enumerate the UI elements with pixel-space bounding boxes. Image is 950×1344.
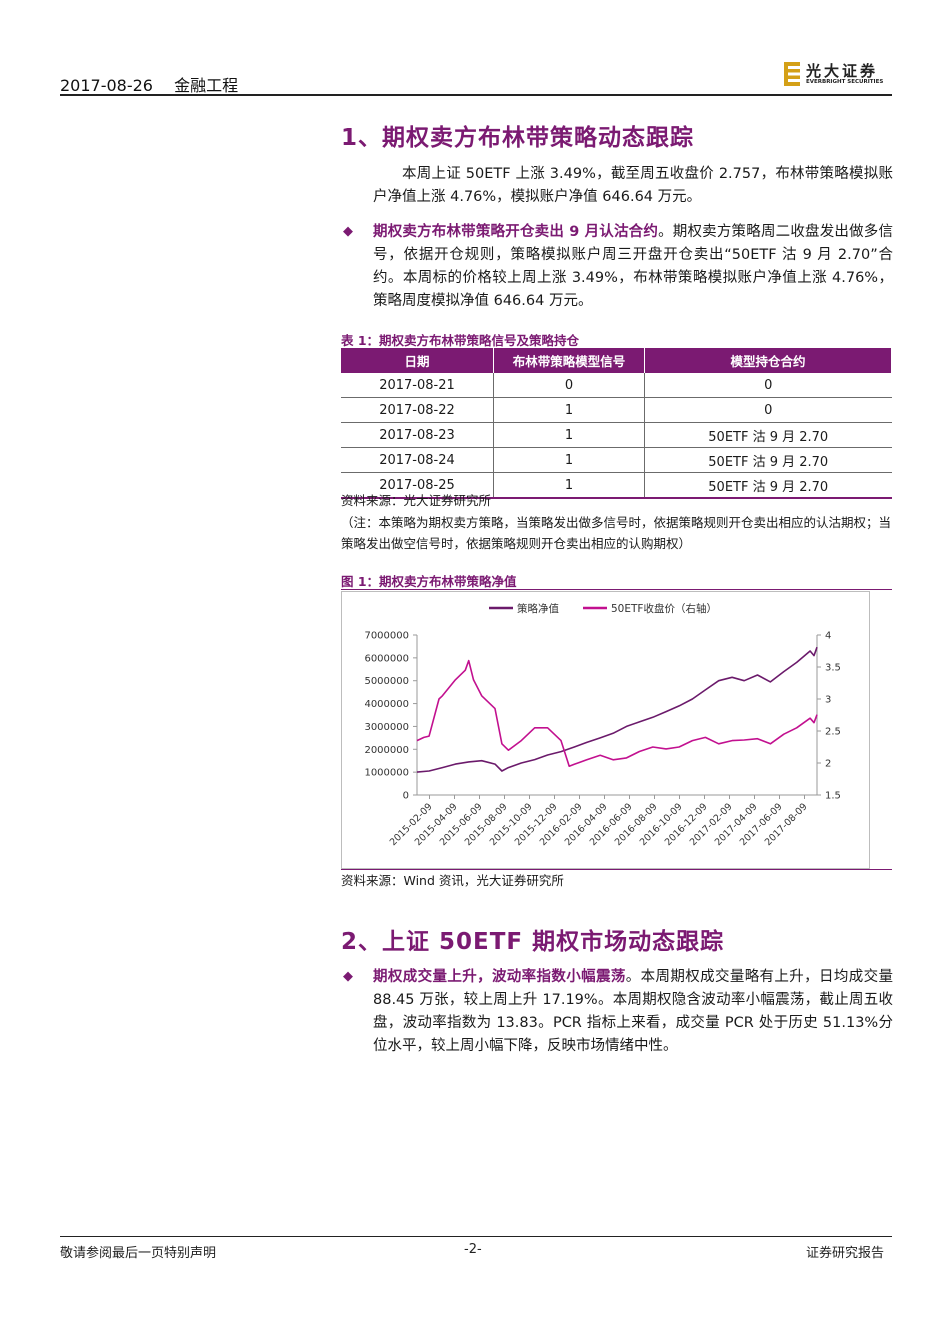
section1-bullet: 期权卖方布林带策略开仓卖出 9 月认沽合约。期权卖方策略周二收盘发出做多信号，依… xyxy=(373,221,893,313)
footer-disclaimer: 敬请参阅最后一页特别声明 xyxy=(60,1246,217,1261)
table-cell-position: 50ETF 沽 9 月 2.70 xyxy=(644,447,892,473)
company-logo: 光大证券 EVERBRIGHT SECURITIES xyxy=(784,60,894,90)
y-left-tick-label: 4000000 xyxy=(364,699,409,710)
section1-bullet-lead: 期权卖方布林带策略开仓卖出 9 月认沽合约 xyxy=(373,224,659,240)
table-cell-signal: 1 xyxy=(493,447,645,473)
table-cell-position: 0 xyxy=(644,397,892,423)
logo-text-en: EVERBRIGHT SECURITIES xyxy=(806,79,884,85)
section1-title: 1、期权卖方布林带策略动态跟踪 xyxy=(341,125,695,151)
table-header-date: 日期 xyxy=(341,348,494,373)
nav-chart: 0 1000000 2000000 3000000 4000000 5000000 6000… xyxy=(364,602,841,848)
table-row: 2017-08-23 1 50ETF 沽 9 月 2.70 xyxy=(341,422,892,448)
legend-label: 50ETF收盘价（右轴） xyxy=(611,602,717,615)
y-left-tick-label: 7000000 xyxy=(364,631,409,642)
y-left-tick-label: 3000000 xyxy=(364,722,409,733)
figure-rule-top xyxy=(341,589,892,590)
report-category: 金融工程 xyxy=(174,76,239,95)
chart-frame xyxy=(341,591,870,869)
y-left-tick-label: 6000000 xyxy=(364,653,409,664)
table-cell-date: 2017-08-22 xyxy=(341,397,494,423)
logo-mark-icon xyxy=(784,62,800,86)
section1-bullet-text: 。期权卖方策略周二收盘发出做多信号，依据开仓规则，策略模拟账户周三开盘开仓卖出“… xyxy=(373,224,893,309)
y-left-tick-label: 0 xyxy=(403,791,409,802)
section2-bullet-lead: 期权成交量上升，波动率指数小幅震荡 xyxy=(373,969,626,985)
legend-label: 策略净值 xyxy=(517,602,559,615)
table-cell-signal: 1 xyxy=(493,422,645,448)
table-cell-date: 2017-08-25 xyxy=(341,472,494,499)
y-right-tick-label: 3 xyxy=(825,695,831,706)
report-header: 2017-08-26 金融工程 xyxy=(60,72,254,96)
series-line-strategy-nav xyxy=(416,646,818,773)
section2-title: 2、上证 50ETF 期权市场动态跟踪 xyxy=(341,929,725,955)
table-row: 2017-08-24 1 50ETF 沽 9 月 2.70 xyxy=(341,447,892,473)
footer-rule xyxy=(60,1236,892,1237)
series-line-etf-close xyxy=(416,659,818,767)
y-left-tick-label: 5000000 xyxy=(364,676,409,687)
footer-report-type: 证券研究报告 xyxy=(806,1246,885,1261)
signal-table: 日期 布林带策略模型信号 模型持仓合约 2017-08-21 0 0 2017-… xyxy=(341,348,892,499)
section2-bullet-text: 。本周期权成交量略有上升，日均成交量 88.45 万张，较上周上升 17.19%… xyxy=(373,969,893,1054)
bullet-diamond-icon: ◆ xyxy=(343,969,353,984)
logo-text-cn: 光大证券 xyxy=(806,62,879,80)
figure1-caption: 图 1：期权卖方布林带策略净值 xyxy=(341,574,517,589)
table-header-signal: 布林带策略模型信号 xyxy=(493,348,645,373)
table-cell-position: 0 xyxy=(644,373,892,398)
table1-source: 资料来源：光大证券研究所 xyxy=(341,493,492,508)
page-number: -2- xyxy=(464,1242,482,1257)
table-row: 2017-08-25 1 50ETF 沽 9 月 2.70 xyxy=(341,472,892,499)
table-cell-position: 50ETF 沽 9 月 2.70 xyxy=(644,422,892,448)
table1-note: （注：本策略为期权卖方策略，当策略发出做多信号时，依据策略规则开仓卖出相应的认沽… xyxy=(341,515,892,551)
table-cell-date: 2017-08-23 xyxy=(341,422,494,448)
y-left-tick-label: 1000000 xyxy=(364,768,409,779)
table-header-position: 模型持仓合约 xyxy=(644,348,892,373)
header-rule xyxy=(60,94,892,96)
table-cell-date: 2017-08-21 xyxy=(341,373,494,398)
y-right-tick-label: 1.5 xyxy=(825,791,841,802)
table-cell-signal: 1 xyxy=(493,472,645,499)
bullet-diamond-icon: ◆ xyxy=(343,224,353,239)
table-header-row: 日期 布林带策略模型信号 模型持仓合约 xyxy=(341,348,892,373)
y-right-tick-label: 4 xyxy=(825,631,831,642)
table-cell-date: 2017-08-24 xyxy=(341,447,494,473)
table-cell-position: 50ETF 沽 9 月 2.70 xyxy=(644,472,892,499)
y-right-tick-label: 2 xyxy=(825,759,831,770)
y-right-tick-label: 3.5 xyxy=(825,663,841,674)
table1-caption: 表 1：期权卖方布林带策略信号及策略持仓 xyxy=(341,333,580,348)
table-row: 2017-08-21 0 0 xyxy=(341,373,892,398)
table-row: 2017-08-22 1 0 xyxy=(341,397,892,423)
table-cell-signal: 0 xyxy=(493,373,645,398)
section2-bullet: 期权成交量上升，波动率指数小幅震荡。本周期权成交量略有上升，日均成交量 88.4… xyxy=(373,966,893,1058)
table-cell-signal: 1 xyxy=(493,397,645,423)
figure-rule-bottom xyxy=(341,869,892,870)
figure1-source: 资料来源：Wind 资讯，光大证券研究所 xyxy=(341,873,564,888)
y-right-tick-label: 2.5 xyxy=(825,727,841,738)
report-date: 2017-08-26 xyxy=(60,76,153,95)
y-left-tick-label: 2000000 xyxy=(364,745,409,756)
section1-intro: 本周上证 50ETF 上涨 3.49%，截至周五收盘价 2.757，布林带策略模… xyxy=(373,166,893,205)
